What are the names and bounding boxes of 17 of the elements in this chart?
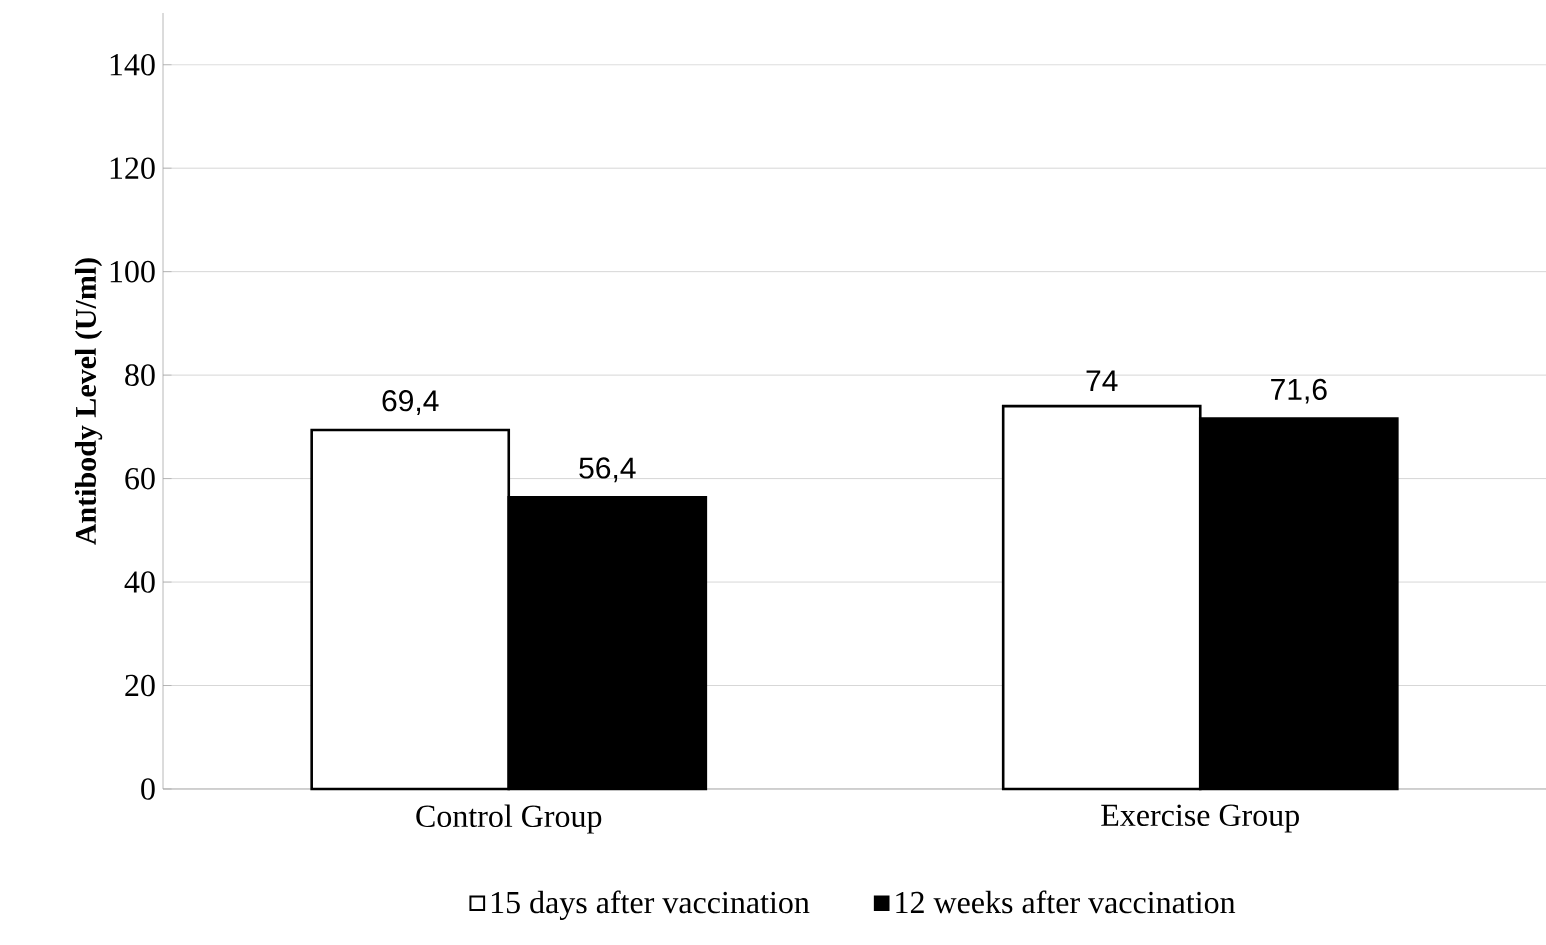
x-tick-label: Exercise Group [1101, 804, 1299, 833]
data-label: 69,4 [382, 390, 439, 415]
y-tick-label: 0 [141, 778, 155, 800]
data-label: 56,4 [579, 457, 636, 483]
legend-label: 12 weeks after vaccination [896, 890, 1236, 914]
y-tick-label: 40 [124, 571, 155, 593]
y-tick-label: 140 [110, 53, 155, 76]
y-tick-label: 80 [125, 364, 155, 386]
y-tick-label: 100 [110, 260, 155, 283]
y-axis-title: Antibody Level (U/ml) [74, 258, 103, 545]
y-tick-label: 60 [125, 467, 155, 490]
data-label: 71,6 [1271, 378, 1327, 404]
data-label: 74 [1086, 370, 1118, 392]
x-tick-label: Control Group [416, 804, 602, 834]
y-tick-label: 20 [125, 674, 155, 697]
y-tick-label: 120 [110, 157, 155, 179]
legend-label: 15 days after vaccination [491, 890, 810, 920]
